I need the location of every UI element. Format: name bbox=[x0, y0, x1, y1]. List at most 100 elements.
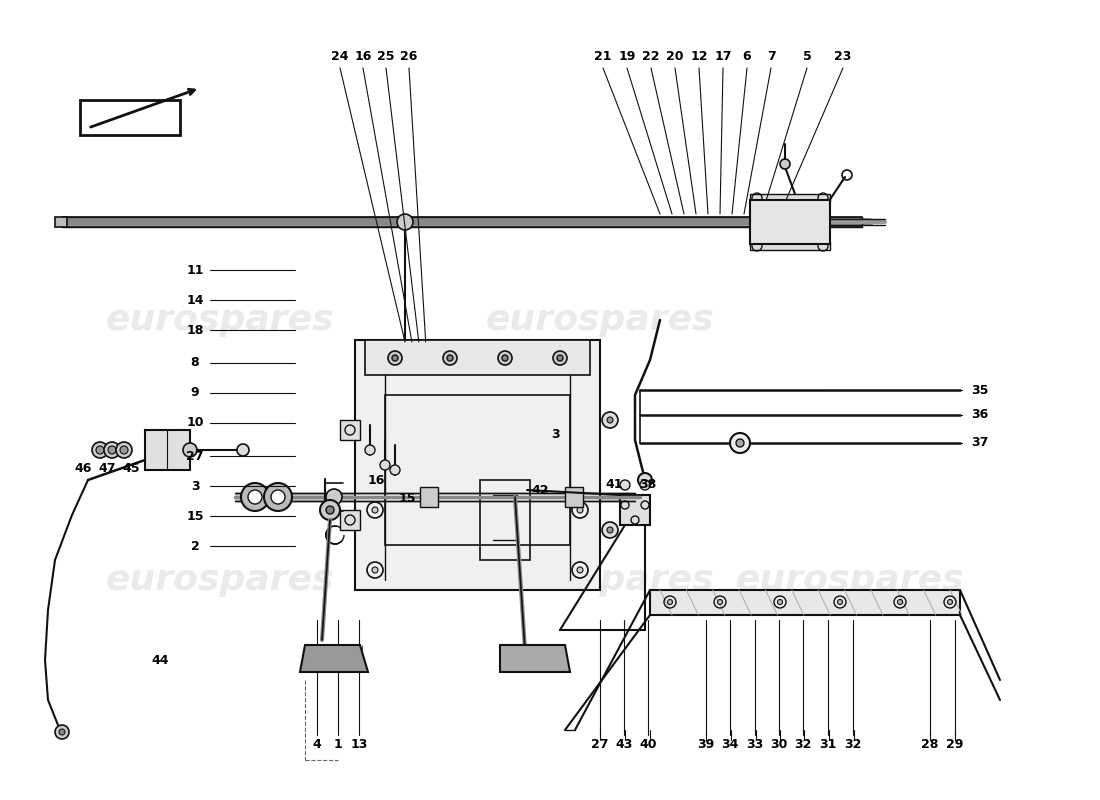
Text: 25: 25 bbox=[377, 50, 395, 63]
Text: 12: 12 bbox=[691, 50, 707, 63]
Bar bbox=[480, 480, 530, 560]
Circle shape bbox=[620, 480, 630, 490]
Text: eurospares: eurospares bbox=[106, 563, 334, 597]
Circle shape bbox=[837, 599, 843, 605]
Text: 13: 13 bbox=[350, 738, 367, 751]
Text: 43: 43 bbox=[615, 738, 632, 751]
Text: 38: 38 bbox=[639, 478, 657, 491]
Text: 17: 17 bbox=[714, 50, 732, 63]
Text: eurospares: eurospares bbox=[106, 303, 334, 337]
Bar bbox=[80, 100, 180, 135]
Circle shape bbox=[602, 412, 618, 428]
Circle shape bbox=[602, 522, 618, 538]
Text: 24: 24 bbox=[331, 50, 349, 63]
Circle shape bbox=[443, 351, 456, 365]
Circle shape bbox=[638, 473, 652, 487]
Circle shape bbox=[780, 159, 790, 169]
Text: 8: 8 bbox=[190, 357, 199, 370]
Text: 16: 16 bbox=[367, 474, 385, 486]
Circle shape bbox=[736, 439, 744, 447]
Text: 28: 28 bbox=[922, 738, 938, 751]
Bar bbox=[355, 340, 600, 590]
Text: 9: 9 bbox=[190, 386, 199, 399]
Circle shape bbox=[241, 483, 270, 511]
Bar bbox=[750, 194, 830, 202]
Circle shape bbox=[59, 729, 65, 735]
Circle shape bbox=[92, 442, 108, 458]
Text: 47: 47 bbox=[98, 462, 116, 474]
Circle shape bbox=[502, 355, 508, 361]
Circle shape bbox=[183, 443, 197, 457]
Text: 41: 41 bbox=[605, 478, 623, 491]
Text: 10: 10 bbox=[186, 417, 204, 430]
Text: 20: 20 bbox=[667, 50, 684, 63]
Polygon shape bbox=[300, 645, 368, 672]
Text: 11: 11 bbox=[186, 263, 204, 277]
Bar bbox=[565, 487, 583, 507]
Bar bbox=[145, 430, 190, 470]
Text: 39: 39 bbox=[697, 738, 715, 751]
Circle shape bbox=[730, 433, 750, 453]
Text: 35: 35 bbox=[971, 383, 989, 397]
Circle shape bbox=[397, 214, 412, 230]
Bar bbox=[340, 510, 360, 530]
Circle shape bbox=[236, 444, 249, 456]
Text: 18: 18 bbox=[186, 323, 204, 337]
Text: 27: 27 bbox=[592, 738, 608, 751]
Circle shape bbox=[248, 490, 262, 504]
Text: 23: 23 bbox=[834, 50, 851, 63]
Text: 21: 21 bbox=[594, 50, 612, 63]
Text: 46: 46 bbox=[75, 462, 91, 474]
Bar bbox=[385, 395, 570, 545]
Bar bbox=[55, 217, 67, 227]
Circle shape bbox=[557, 355, 563, 361]
Circle shape bbox=[372, 567, 378, 573]
Bar bbox=[365, 340, 590, 375]
Text: 5: 5 bbox=[803, 50, 812, 63]
Text: 32: 32 bbox=[845, 738, 861, 751]
Circle shape bbox=[578, 567, 583, 573]
Text: 16: 16 bbox=[354, 50, 372, 63]
Text: 4: 4 bbox=[312, 738, 321, 751]
Circle shape bbox=[372, 507, 378, 513]
Text: 15: 15 bbox=[186, 510, 204, 522]
Circle shape bbox=[96, 446, 104, 454]
Text: 44: 44 bbox=[152, 654, 168, 666]
Text: 14: 14 bbox=[186, 294, 204, 306]
Circle shape bbox=[365, 445, 375, 455]
Circle shape bbox=[271, 490, 285, 504]
Text: 2: 2 bbox=[190, 539, 199, 553]
Text: 37: 37 bbox=[971, 437, 989, 450]
Circle shape bbox=[498, 351, 512, 365]
Text: 32: 32 bbox=[794, 738, 812, 751]
Text: 19: 19 bbox=[618, 50, 636, 63]
Polygon shape bbox=[650, 590, 960, 615]
Text: 40: 40 bbox=[639, 738, 657, 751]
Text: 29: 29 bbox=[946, 738, 964, 751]
Bar bbox=[340, 420, 360, 440]
Text: 36: 36 bbox=[971, 409, 989, 422]
Polygon shape bbox=[500, 645, 570, 672]
Text: 3: 3 bbox=[190, 479, 199, 493]
Circle shape bbox=[264, 483, 292, 511]
Text: 27: 27 bbox=[186, 450, 204, 462]
Circle shape bbox=[778, 599, 782, 605]
Circle shape bbox=[108, 446, 115, 454]
Circle shape bbox=[388, 351, 401, 365]
Bar bbox=[750, 242, 830, 250]
Circle shape bbox=[947, 599, 953, 605]
Text: 30: 30 bbox=[770, 738, 788, 751]
Text: 31: 31 bbox=[820, 738, 837, 751]
Circle shape bbox=[320, 500, 340, 520]
Text: 1: 1 bbox=[333, 738, 342, 751]
Circle shape bbox=[55, 725, 69, 739]
Circle shape bbox=[379, 460, 390, 470]
Circle shape bbox=[668, 599, 672, 605]
Circle shape bbox=[640, 480, 650, 490]
Circle shape bbox=[447, 355, 453, 361]
Circle shape bbox=[717, 599, 723, 605]
Text: 42: 42 bbox=[531, 483, 549, 497]
Circle shape bbox=[104, 442, 120, 458]
Circle shape bbox=[326, 506, 334, 514]
Text: 45: 45 bbox=[122, 462, 140, 474]
